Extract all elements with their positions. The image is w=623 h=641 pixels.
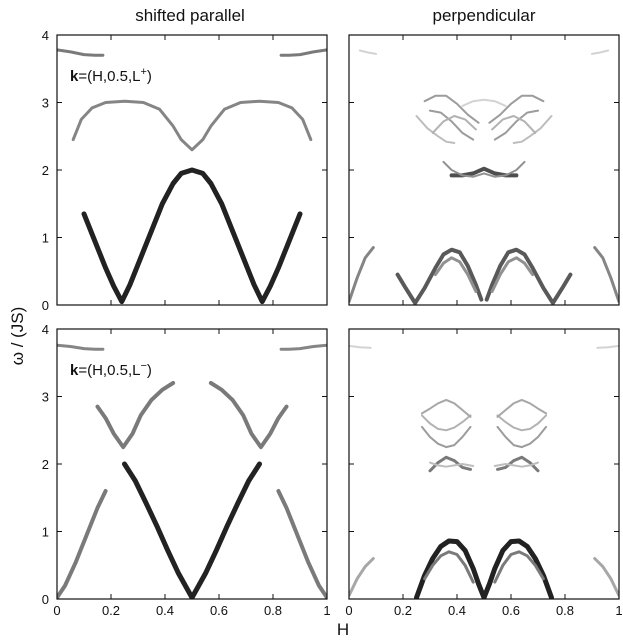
x-axis-label: H	[337, 620, 349, 639]
annotation-bottom-bold: k	[70, 362, 79, 379]
panel-top-right	[348, 34, 620, 306]
spectral-branch-13	[496, 414, 548, 432]
spectral-branch-5	[57, 343, 105, 351]
x-tick-label: 0.8	[556, 603, 574, 618]
spectral-branch-4	[349, 557, 375, 598]
spectral-branch-16	[461, 98, 507, 107]
y-tick-label: 3	[42, 96, 49, 111]
spectral-branch-3	[484, 247, 573, 305]
spectral-branch-10	[420, 425, 472, 449]
column-title-right: perpendicular	[432, 6, 535, 25]
spectral-branch-0	[414, 538, 487, 599]
series-group	[57, 48, 327, 305]
spectral-branch-12	[429, 109, 475, 141]
series-group	[57, 343, 327, 599]
panel-bottom-left: 0 0.2 0.4 0.6 0.8 1 0 1 2 3 4	[42, 322, 331, 618]
spectral-branch-11	[488, 94, 545, 124]
y-tick-label: 2	[42, 163, 49, 178]
column-title-left: shifted parallel	[135, 6, 245, 25]
x-tick-label: 1	[323, 603, 330, 618]
annotation-bottom-left: k=(H,0.5,L−)	[70, 360, 152, 379]
spectral-branch-18	[591, 49, 610, 55]
annotation-bottom-text: =(H,0.5,L	[78, 362, 140, 379]
spectral-branch-5	[490, 256, 535, 293]
x-tick-label: 0.2	[394, 603, 412, 618]
x-tick-label: 0.8	[264, 603, 282, 618]
y-tick-label: 2	[42, 457, 49, 472]
spectral-branch-6	[279, 343, 327, 351]
annotation-top-sup: +	[140, 66, 146, 78]
spectral-branch-2	[423, 550, 475, 584]
spectral-branch-5	[593, 557, 619, 598]
spectral-branch-11	[496, 425, 548, 449]
annotation-top-close: )	[147, 68, 152, 85]
annotation-bottom-sup: −	[140, 360, 146, 372]
y-tick-label: 0	[42, 298, 49, 313]
annotation-top-left: k=(H,0.5,L+)	[70, 66, 152, 85]
spectral-branch-12	[420, 414, 472, 432]
spectral-branch-1	[71, 99, 313, 152]
spectral-branch-13	[493, 109, 539, 141]
x-tick-label: 0	[53, 603, 60, 618]
spectral-branch-17	[358, 49, 377, 55]
spectral-branch-1	[481, 538, 554, 599]
spectral-branch-3	[279, 48, 327, 57]
x-tick-label: 0.6	[210, 603, 228, 618]
spectral-branch-0	[81, 167, 303, 305]
spectral-branch-1	[276, 489, 327, 599]
spectral-branch-1	[593, 246, 619, 304]
y-axis-label: ω / (JS)	[8, 307, 27, 366]
spectral-branch-15	[491, 115, 537, 134]
annotation-top-bold: k	[70, 68, 79, 85]
spectral-branch-2	[122, 461, 262, 599]
spectral-branch-4	[208, 381, 289, 450]
spectral-branch-8	[415, 115, 456, 144]
x-tick-label: 0.4	[156, 603, 174, 618]
x-tick-label: 0	[345, 603, 352, 618]
spectral-branch-7	[442, 160, 526, 178]
spectral-branch-17	[596, 344, 619, 349]
spectral-branch-8	[429, 461, 475, 468]
spectral-branch-0	[349, 246, 375, 304]
y-tick-label: 4	[42, 28, 49, 43]
plot-frame	[348, 328, 620, 600]
x-tick-label: 0.2	[102, 603, 120, 618]
y-tick-label: 1	[42, 525, 49, 540]
spectral-branch-4	[433, 256, 478, 293]
spectral-branch-14	[420, 398, 472, 418]
y-tick-label: 4	[42, 322, 49, 337]
spectral-branch-3	[493, 550, 545, 584]
spectral-branch-14	[431, 115, 477, 134]
spectral-branch-15	[496, 398, 548, 418]
spectral-branch-10	[423, 94, 480, 124]
panel-top-left: 0 1 2 3 4	[42, 28, 328, 313]
spectral-branch-2	[395, 247, 484, 305]
x-tick-label: 0.4	[448, 603, 466, 618]
y-tick-label: 1	[42, 231, 49, 246]
series-group	[349, 344, 619, 599]
spectral-branch-9	[493, 461, 539, 468]
spectral-branch-2	[57, 48, 105, 57]
x-tick-label: 0.6	[502, 603, 520, 618]
panel-bottom-right: 0 0.2 0.4 0.6 0.8 1	[345, 328, 623, 618]
spectral-branch-3	[95, 381, 176, 450]
spectral-branch-0	[57, 489, 108, 599]
annotation-top-text: =(H,0.5,L	[78, 68, 140, 85]
annotation-bottom-close: )	[147, 362, 152, 379]
series-group	[349, 49, 619, 305]
y-tick-label: 3	[42, 390, 49, 405]
x-tick-label: 1	[615, 603, 622, 618]
spectral-branch-16	[349, 344, 372, 349]
y-tick-label: 0	[42, 592, 49, 607]
spectral-branch-9	[512, 115, 553, 144]
